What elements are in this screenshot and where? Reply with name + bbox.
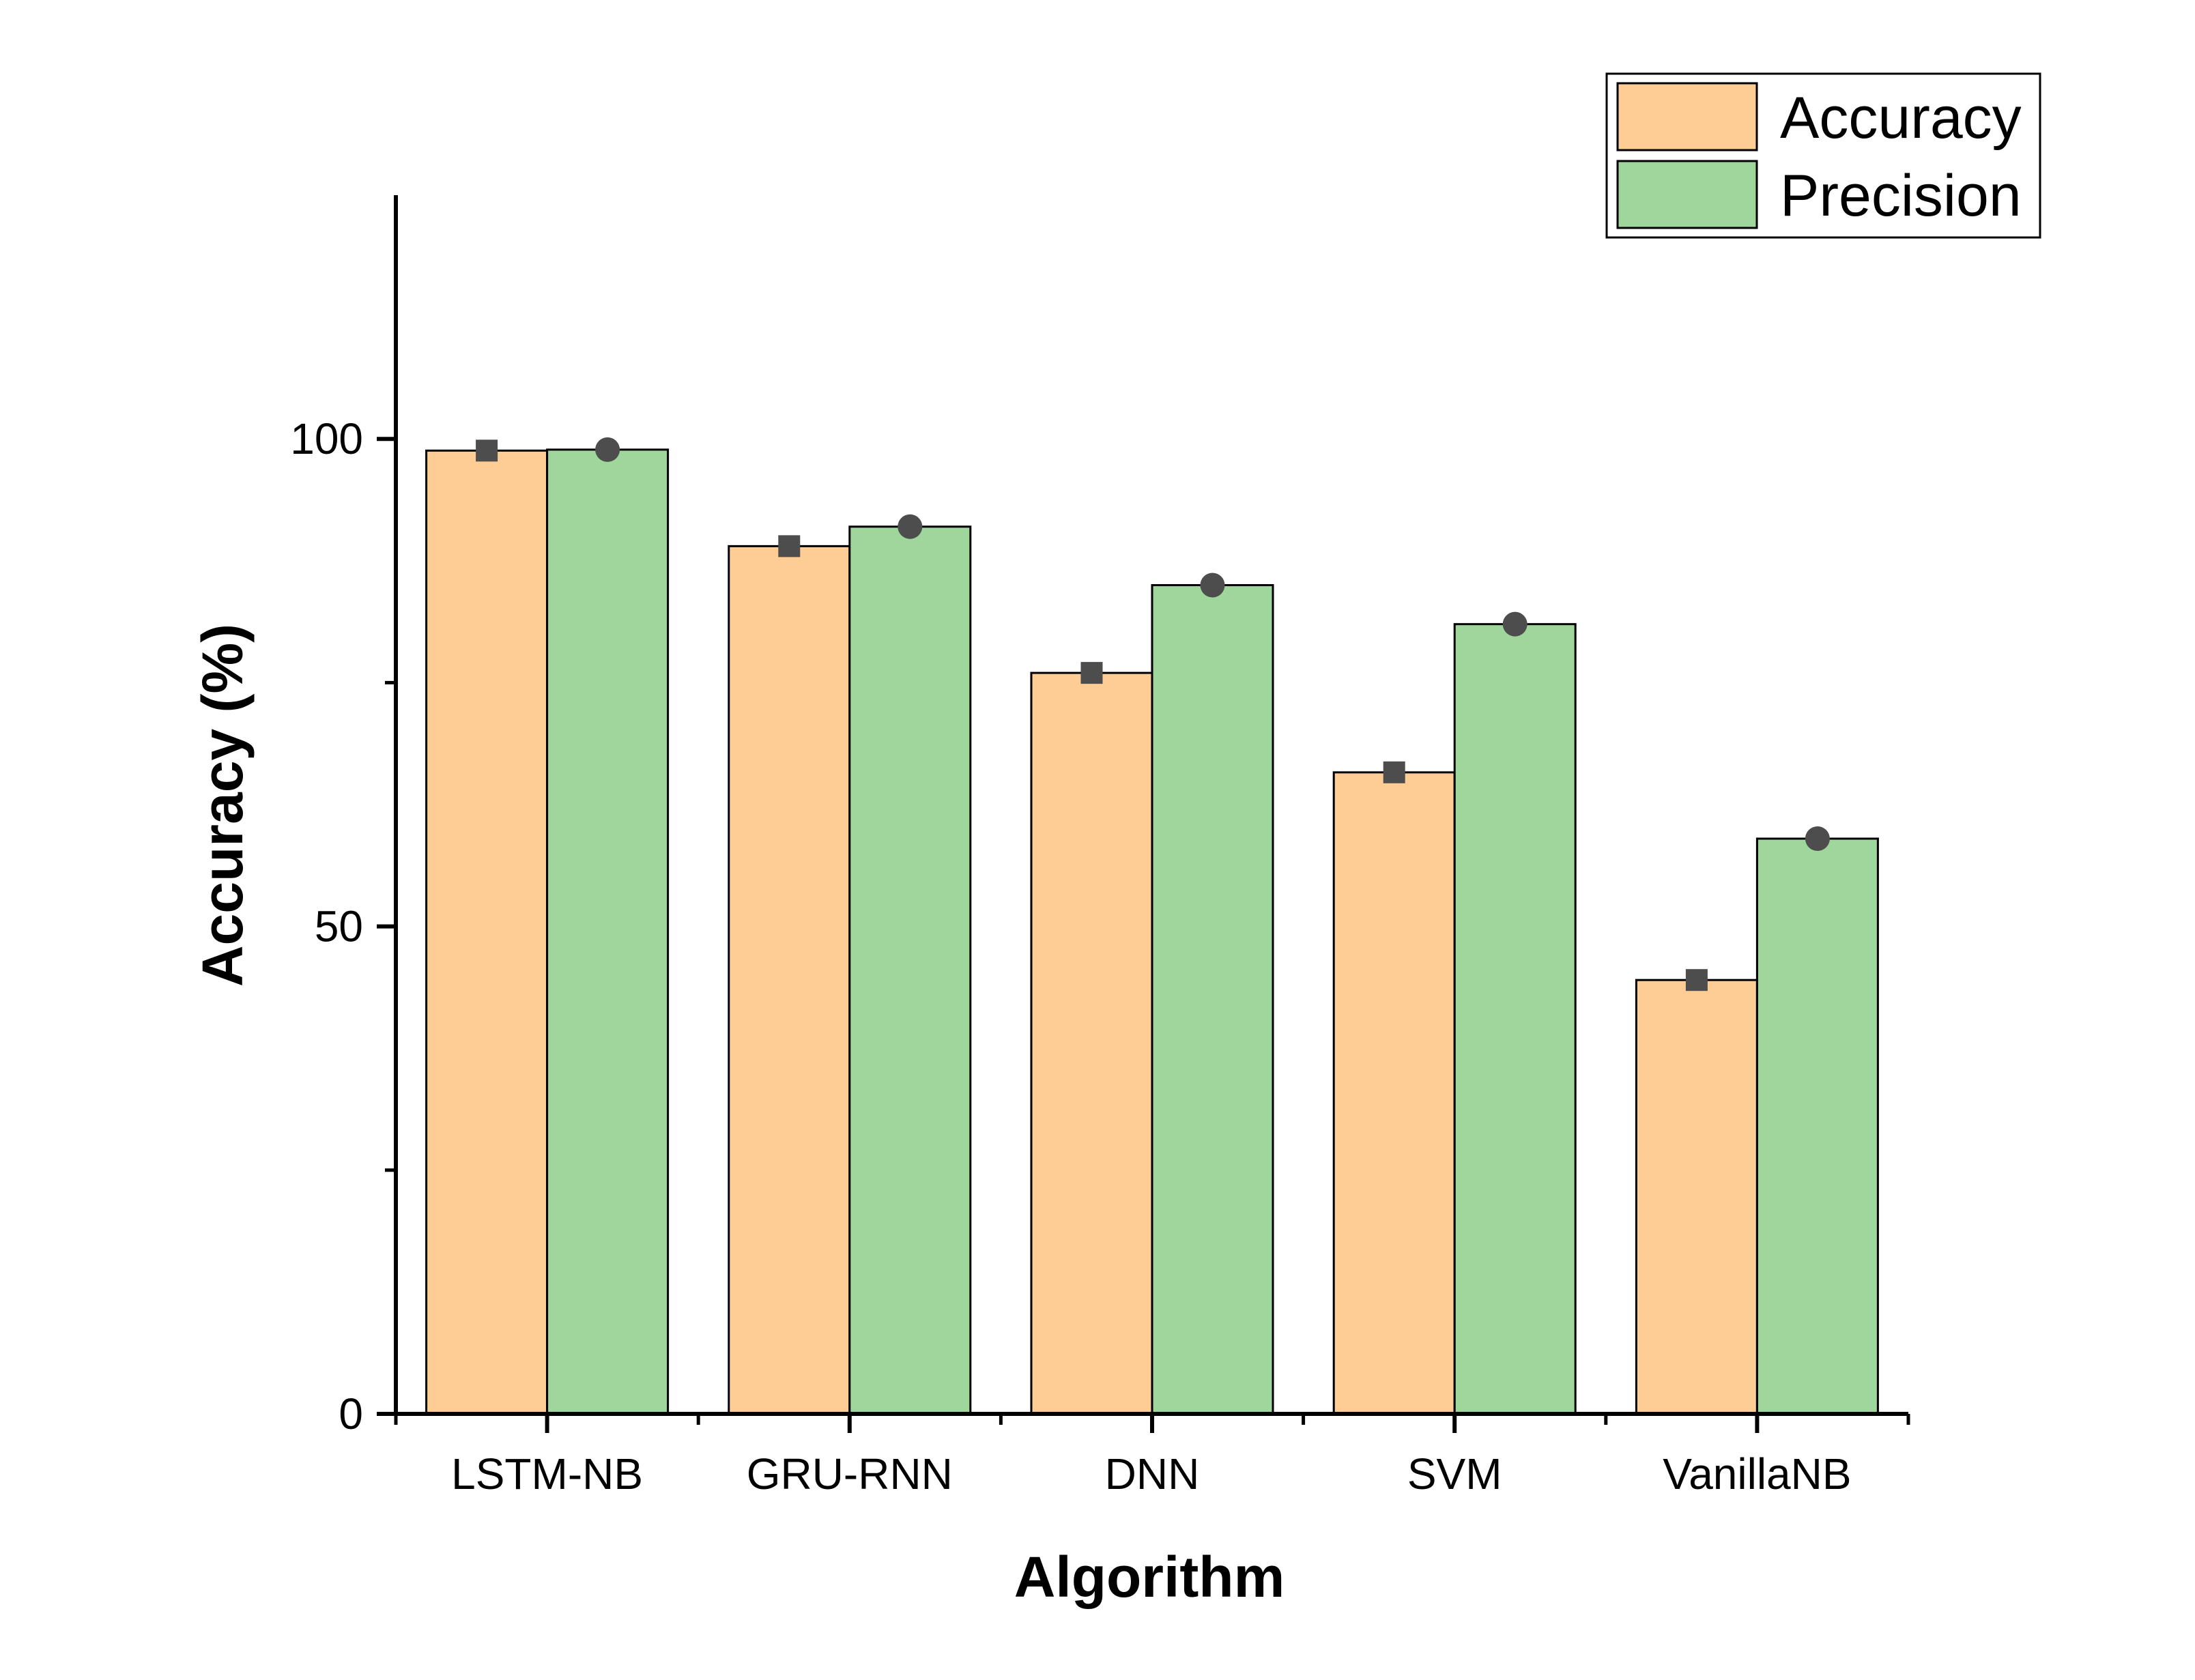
x-axis-title: Algorithm — [1014, 1545, 1285, 1609]
bar-accuracy-svm — [1332, 771, 1456, 1415]
marker-square — [1383, 761, 1405, 783]
y-tick-label: 0 — [339, 1389, 363, 1438]
legend: Accuracy Precision — [1605, 72, 2041, 239]
x-tick-label: DNN — [1105, 1449, 1200, 1498]
x-tick-label: LSTM-NB — [451, 1449, 643, 1498]
bar-precision-lstm-nb — [546, 448, 670, 1415]
bar-precision-vanillanb — [1755, 837, 1879, 1415]
bar-precision-dnn — [1151, 584, 1274, 1415]
marker-square — [1080, 662, 1103, 684]
x-tick-label: SVM — [1407, 1449, 1502, 1498]
x-tick-label: VanillaNB — [1663, 1449, 1851, 1498]
marker-circle — [1502, 611, 1527, 637]
marker-square — [476, 439, 498, 462]
legend-label-accuracy: Accuracy — [1780, 85, 2022, 151]
y-tick-label: 50 — [315, 902, 363, 951]
bar-accuracy-lstm-nb — [425, 449, 549, 1415]
bar-accuracy-dnn — [1030, 671, 1153, 1415]
bar-precision-gru-rnn — [848, 525, 972, 1415]
bar-accuracy-gru-rnn — [728, 545, 851, 1415]
legend-swatch-accuracy — [1616, 82, 1758, 151]
y-ticks: 0 50 100 — [290, 414, 396, 1438]
markers-layer — [476, 437, 1830, 991]
marker-circle — [898, 514, 923, 539]
marker-square — [1685, 969, 1708, 991]
marker-square — [778, 535, 801, 557]
y-tick-label: 100 — [290, 414, 363, 463]
bar-precision-svm — [1453, 623, 1577, 1415]
bar-accuracy-vanillanb — [1635, 979, 1758, 1415]
legend-swatch-precision — [1616, 160, 1758, 229]
marker-circle — [1805, 826, 1830, 852]
marker-circle — [595, 437, 620, 462]
legend-label-precision: Precision — [1780, 163, 2022, 229]
y-axis-title: Accuracy (%) — [190, 624, 255, 987]
marker-circle — [1200, 573, 1225, 598]
bars-layer — [425, 448, 1879, 1415]
x-tick-label: GRU-RNN — [747, 1449, 953, 1498]
x-ticks: LSTM-NB GRU-RNN DNN SVM VanillaNB — [394, 1414, 1910, 1498]
